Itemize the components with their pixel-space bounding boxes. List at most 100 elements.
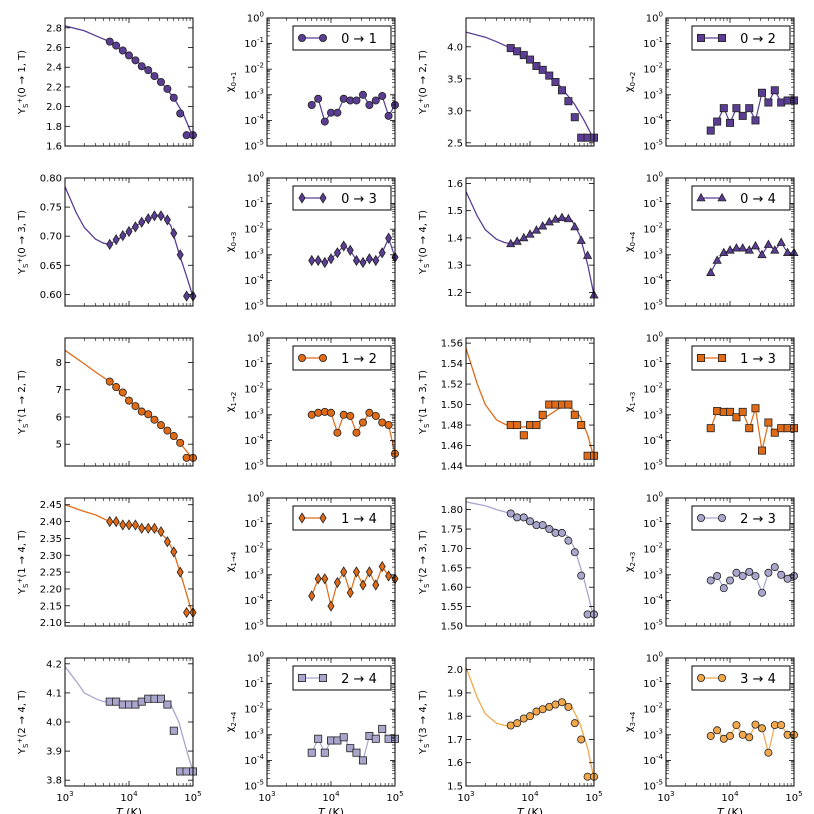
y-tick-label: 10-1 bbox=[643, 196, 663, 210]
x-axis-label: T (K) bbox=[517, 806, 543, 814]
y-tick-label: 10-4 bbox=[244, 433, 264, 447]
panel-1-3: 10-5 10-4 10-3 10-2 10-1 100 χ0→4 0 → 4 bbox=[624, 171, 799, 313]
y-tick-label: 1.52 bbox=[441, 380, 463, 391]
legend-marker bbox=[718, 34, 727, 43]
y-tick-label: 100 bbox=[646, 11, 663, 25]
data-point bbox=[512, 236, 522, 245]
data-point bbox=[307, 748, 316, 757]
fit-curve bbox=[466, 348, 594, 458]
data-point bbox=[525, 229, 535, 238]
x-tick-label: 103 bbox=[56, 790, 73, 804]
y-tick-label: 4.0 bbox=[46, 718, 62, 729]
y-tick-label: 100 bbox=[247, 491, 264, 505]
data-point bbox=[144, 213, 152, 225]
y-tick-label: 10-3 bbox=[643, 567, 663, 581]
y-tick-label: 2.35 bbox=[40, 534, 62, 545]
panel-2-0: 5 6 7 8 ΥS+(1 → 2, T) bbox=[16, 337, 197, 467]
data-point bbox=[745, 424, 754, 433]
y-tick-label: 10-5 bbox=[643, 299, 663, 313]
data-point bbox=[371, 734, 380, 743]
y-axis-label: χ2→4 bbox=[225, 711, 238, 732]
panel-3-1: 10-5 10-4 10-3 10-2 10-1 100 χ1→4 1 → 4 bbox=[225, 491, 399, 633]
data-point bbox=[713, 571, 722, 580]
panel-2-1: 10-5 10-4 10-3 10-2 10-1 100 χ1→2 1 → 2 bbox=[225, 331, 399, 473]
data-point bbox=[551, 78, 560, 87]
data-point bbox=[378, 247, 386, 259]
data-point bbox=[770, 245, 780, 254]
legend-marker bbox=[318, 674, 327, 683]
y-axis-label: χ0→2 bbox=[624, 72, 637, 93]
y-tick-label: 2.6 bbox=[46, 43, 62, 54]
x-axis-label: T (K) bbox=[116, 806, 142, 814]
y-tick-label: 1.50 bbox=[441, 622, 463, 633]
data-point bbox=[144, 522, 152, 534]
y-tick-label: 10-4 bbox=[643, 753, 663, 767]
y-tick-label: 10-2 bbox=[244, 382, 264, 396]
legend-label: 0 → 2 bbox=[740, 32, 776, 47]
data-point bbox=[506, 238, 516, 248]
y-axis-label: χ1→4 bbox=[225, 551, 238, 572]
data-point bbox=[712, 255, 722, 264]
data-point bbox=[333, 428, 342, 437]
legend-label: 3 → 4 bbox=[740, 672, 776, 687]
data-point bbox=[125, 396, 134, 405]
legend-marker bbox=[297, 674, 306, 683]
data-point bbox=[732, 104, 741, 113]
panel-2-2: 1.44 1.46 1.48 1.50 1.52 1.54 1.56 ΥS+(1 → 3, T… bbox=[417, 337, 599, 473]
data-point bbox=[365, 566, 373, 578]
legend-marker bbox=[718, 514, 727, 523]
y-tick-label: 100 bbox=[247, 651, 264, 665]
panel-1-0: 0.60 0.65 0.70 0.75 0.80 ΥS+(0 → 3, T) bbox=[16, 174, 197, 307]
data-point bbox=[365, 408, 374, 417]
y-tick-label: 2.0 bbox=[46, 102, 62, 113]
legend-marker bbox=[718, 674, 727, 683]
data-point bbox=[163, 84, 172, 93]
legend-marker bbox=[697, 34, 706, 43]
legend-marker bbox=[697, 514, 706, 523]
data-point bbox=[106, 238, 114, 250]
legend-marker bbox=[298, 512, 306, 524]
legend-marker bbox=[318, 34, 327, 43]
y-tick-label: 10-5 bbox=[643, 779, 663, 793]
legend-label: 1 → 2 bbox=[341, 352, 377, 367]
y-tick-label: 1.6 bbox=[46, 142, 62, 153]
y-axis-label: ΥS+(1 → 4, T) bbox=[16, 530, 30, 595]
legend-label: 2 → 3 bbox=[740, 512, 776, 527]
fit-curve bbox=[65, 666, 193, 772]
data-point bbox=[307, 100, 316, 109]
panel-4-0: 3.8 3.9 4.0 4.1 4.2 ΥS+(2 → 4, T) 103 104 105 T (… bbox=[16, 657, 202, 814]
y-axis-label: ΥS+(0 → 1, T) bbox=[16, 50, 30, 115]
data-point bbox=[339, 733, 348, 742]
data-point bbox=[365, 100, 374, 109]
y-tick-label: 1.54 bbox=[441, 359, 463, 370]
y-tick-label: 10-4 bbox=[244, 753, 264, 767]
y-tick-label: 10-5 bbox=[244, 139, 264, 153]
y-tick-label: 1.70 bbox=[441, 544, 463, 555]
data-point bbox=[513, 513, 522, 522]
y-tick-label: 10-2 bbox=[643, 542, 663, 556]
data-point bbox=[564, 702, 573, 711]
y-tick-label: 10-3 bbox=[643, 727, 663, 741]
data-point bbox=[557, 528, 566, 537]
data-point bbox=[314, 408, 323, 417]
y-tick-label: 2.10 bbox=[40, 618, 62, 629]
data-point bbox=[764, 98, 773, 107]
y-tick-label: 6 bbox=[56, 412, 62, 423]
data-point bbox=[112, 697, 121, 706]
data-point bbox=[777, 570, 786, 579]
data-point bbox=[513, 421, 522, 430]
data-point bbox=[570, 113, 579, 122]
plot-frame bbox=[465, 497, 595, 627]
y-tick-label: 10-3 bbox=[643, 87, 663, 101]
data-point bbox=[732, 721, 741, 730]
legend-label: 0 → 3 bbox=[341, 192, 377, 207]
data-point bbox=[125, 51, 134, 60]
data-point bbox=[713, 117, 722, 126]
y-tick-label: 8 bbox=[56, 358, 62, 369]
legend-marker bbox=[319, 192, 327, 204]
x-tick-label: 105 bbox=[585, 790, 602, 804]
data-point bbox=[314, 94, 323, 103]
y-tick-label: 100 bbox=[646, 331, 663, 345]
data-point bbox=[757, 588, 766, 597]
y-tick-label: 100 bbox=[247, 11, 264, 25]
